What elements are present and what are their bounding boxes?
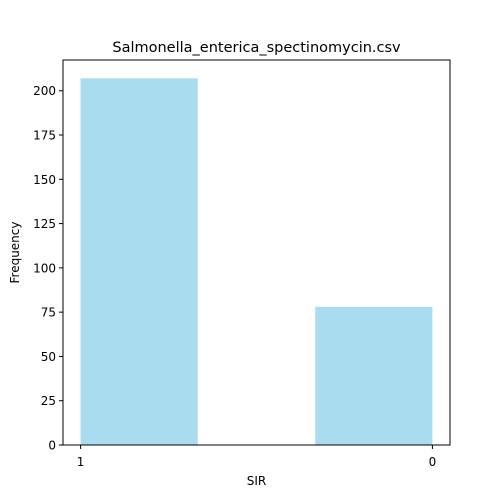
x-tick-label: 0 (429, 455, 437, 469)
x-tick-label: 1 (77, 455, 85, 469)
histogram-bar-1 (80, 78, 198, 445)
x-axis-label: SIR (247, 474, 267, 488)
bars-group (80, 78, 433, 445)
y-axis-label: Frequency (8, 222, 22, 284)
y-tick-label: 75 (41, 306, 56, 320)
plot-area-frame (62, 59, 451, 446)
chart-title: Salmonella_enterica_spectinomycin.csv (112, 40, 401, 56)
y-tick-label: 150 (33, 173, 56, 187)
y-tick-label: 50 (41, 350, 56, 364)
y-tick-label: 200 (33, 84, 56, 98)
y-axis-ticks: 0 25 50 75 100 125 150 175 200 (33, 84, 63, 453)
y-tick-label: 0 (48, 439, 56, 453)
y-tick-label: 100 (33, 261, 56, 275)
y-tick-label: 25 (41, 394, 56, 408)
histogram-bar-2 (315, 306, 433, 445)
y-tick-label: 125 (33, 217, 56, 231)
y-tick-label: 175 (33, 129, 56, 143)
